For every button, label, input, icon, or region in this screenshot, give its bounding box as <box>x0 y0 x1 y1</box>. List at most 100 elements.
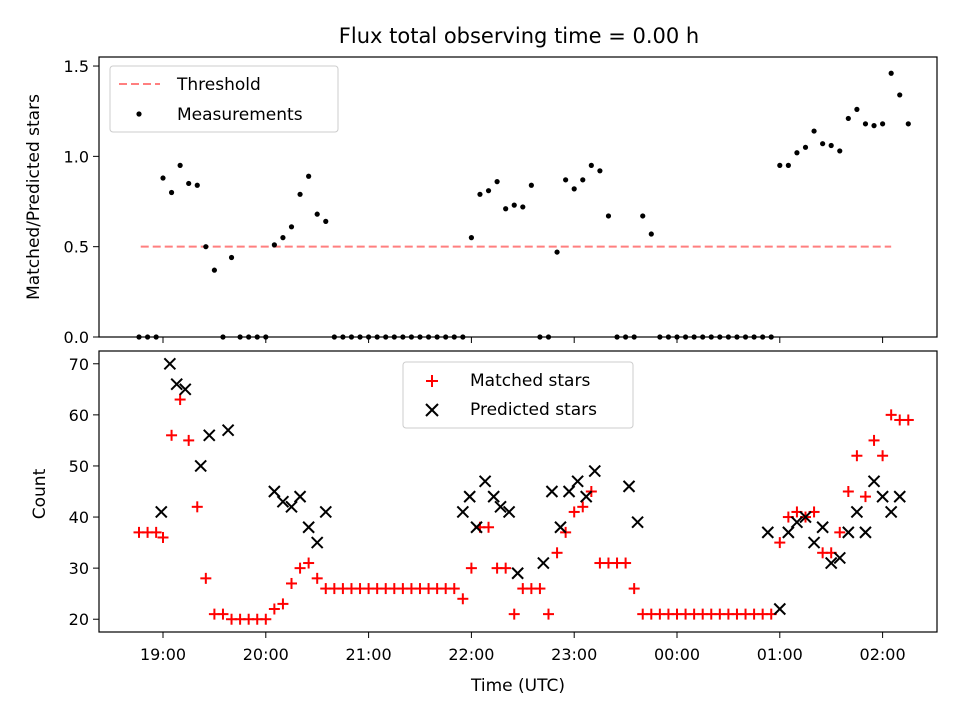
ratio-panel: 0.0 0.5 1.0 1.5 Matched/Predicted stars Thr… <box>24 56 938 347</box>
measurement-point <box>605 213 612 219</box>
ratio-y-tick-label: 1.5 <box>64 57 89 76</box>
count-panel: 20 30 40 50 60 70 19:00 20:00 21:00 22:00 23:00 00… <box>30 350 938 696</box>
count-x-ticks: 19:00 20:00 21:00 22:00 23:00 00:00 01:00 02:00 <box>140 632 906 664</box>
matched-point <box>448 583 460 595</box>
ratio-x-ticks <box>162 337 884 343</box>
matched-point <box>174 394 186 406</box>
x-tick-label: 23:00 <box>551 645 597 664</box>
measurement-point <box>588 162 594 168</box>
predicted-point <box>470 521 483 534</box>
measurement-point <box>160 175 166 181</box>
matched-point <box>286 577 297 589</box>
predicted-point <box>554 521 567 534</box>
ratio-legend: Threshold Measurements <box>109 65 339 133</box>
predicted-legend-label: Predicted stars <box>470 400 597 420</box>
x-tick-label: 02:00 <box>860 645 906 664</box>
predicted-point <box>502 505 516 519</box>
matched-point <box>465 562 477 574</box>
measurement-point <box>177 162 183 168</box>
measurement-point <box>571 186 577 192</box>
measurement-point <box>288 224 295 230</box>
matched-point <box>508 608 520 620</box>
matched-point <box>885 409 897 421</box>
matched-point <box>311 572 323 584</box>
x-tick-label: 20:00 <box>243 645 289 664</box>
measurement-point <box>854 106 860 112</box>
matched-point <box>191 501 203 513</box>
measurement-point <box>280 235 286 241</box>
measurement-point <box>494 179 500 185</box>
predicted-point <box>816 521 829 534</box>
predicted-point <box>876 490 889 503</box>
predicted-point <box>179 383 192 396</box>
count-y-tick-label: 70 <box>69 355 89 374</box>
count-y-tick-label: 20 <box>69 610 89 629</box>
predicted-point <box>456 505 470 519</box>
matched-legend-label: Matched stars <box>470 371 590 391</box>
predicted-point <box>884 505 898 519</box>
measurement-point <box>862 121 869 127</box>
predicted-point <box>824 556 838 570</box>
measurement-point <box>211 267 217 273</box>
count-y-label: Count <box>30 468 50 519</box>
predicted-point <box>571 475 584 488</box>
matched-point <box>620 557 632 569</box>
predicted-point <box>588 464 601 478</box>
predicted-point <box>155 505 168 519</box>
matched-point <box>568 506 580 518</box>
count-legend: Matched stars Predicted stars <box>402 361 634 429</box>
measurement-point <box>811 128 817 134</box>
matched-point <box>303 557 315 569</box>
measurement-point <box>477 191 483 197</box>
x-tick-label: 22:00 <box>448 645 494 664</box>
measurement-point <box>194 182 200 188</box>
matched-point <box>457 593 469 605</box>
matched-point <box>183 434 195 446</box>
predicted-point <box>293 490 307 503</box>
measurement-point <box>468 235 474 241</box>
matched-point <box>543 608 554 620</box>
measurement-point <box>897 92 903 98</box>
measurement-point <box>888 70 894 76</box>
measurement-point <box>323 218 329 224</box>
predicted-point <box>833 551 846 565</box>
measurement-point <box>228 254 235 261</box>
predicted-point <box>203 429 216 442</box>
measurement-point <box>314 211 320 217</box>
count-marks <box>133 357 914 625</box>
predicted-point <box>511 567 524 580</box>
predicted-point <box>562 485 576 498</box>
measurement-point <box>563 177 569 183</box>
predicted-point <box>842 526 855 539</box>
matched-point <box>851 450 863 462</box>
matched-point <box>200 572 212 584</box>
measurement-point <box>580 177 586 183</box>
ratio-y-tick-label: 0.5 <box>64 238 89 257</box>
matched-point <box>157 531 169 543</box>
ratio-legend-box <box>109 65 339 133</box>
measurement-point <box>837 148 843 154</box>
matched-point <box>500 562 512 574</box>
predicted-point <box>194 459 207 473</box>
matched-point <box>294 562 306 574</box>
measurement-point <box>554 249 560 255</box>
matched-point <box>534 583 546 595</box>
measurement-point <box>648 231 654 237</box>
matched-point <box>551 547 563 559</box>
predicted-point <box>537 556 550 570</box>
ratio-y-ticks: 0.0 0.5 1.0 1.5 <box>64 57 99 347</box>
measurement-point <box>597 168 603 174</box>
predicted-point <box>799 510 812 524</box>
count-legend-box <box>402 361 634 429</box>
measurement-point <box>802 144 809 150</box>
x-tick-label: 19:00 <box>140 645 186 664</box>
measurement-point <box>845 115 851 122</box>
predicted-point <box>622 480 636 493</box>
measurement-point <box>785 162 791 168</box>
predicted-point <box>782 526 795 539</box>
predicted-point <box>285 500 298 514</box>
predicted-point <box>807 536 821 549</box>
predicted-point <box>893 490 906 503</box>
measurement-point <box>828 142 834 149</box>
